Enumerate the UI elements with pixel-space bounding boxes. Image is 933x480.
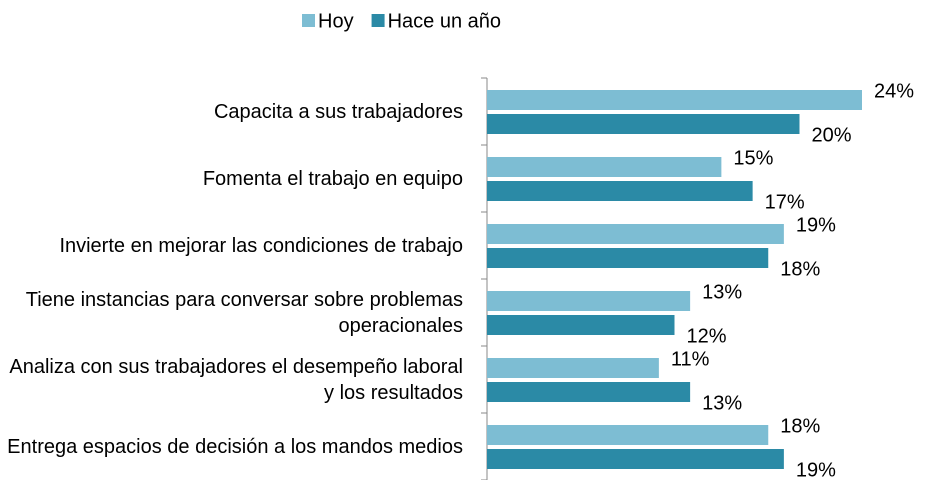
data-label: 11% bbox=[671, 348, 710, 370]
data-label: 17% bbox=[765, 191, 805, 213]
category-text: Entrega espacios de decisión a los mando… bbox=[7, 435, 463, 458]
category-text: Analiza con sus trabajadores el desempeñ… bbox=[9, 355, 463, 404]
data-label: 18% bbox=[780, 258, 820, 280]
category-text: Capacita a sus trabajadores bbox=[213, 100, 463, 123]
data-label: 24% bbox=[874, 80, 914, 102]
category-label: Capacita a sus trabajadores bbox=[0, 78, 463, 145]
category-text: Tiene instancias para conversar sobre pr… bbox=[25, 288, 463, 337]
category-text: Invierte en mejorar las condiciones de t… bbox=[59, 234, 463, 257]
bar bbox=[487, 315, 675, 335]
category-label: Entrega espacios de decisión a los mando… bbox=[0, 413, 463, 480]
category-label: Fomenta el trabajo en equipo bbox=[0, 145, 463, 212]
bar bbox=[487, 181, 753, 201]
bar bbox=[487, 382, 691, 402]
legend-swatch bbox=[371, 14, 385, 27]
bar bbox=[487, 114, 800, 134]
legend-swatch bbox=[302, 14, 315, 27]
bar bbox=[487, 425, 769, 445]
bar bbox=[487, 224, 784, 244]
bar bbox=[487, 157, 722, 177]
category-text: Fomenta el trabajo en equipo bbox=[202, 167, 463, 190]
bar bbox=[487, 358, 659, 378]
data-label: 19% bbox=[796, 214, 836, 236]
data-label: 12% bbox=[687, 325, 727, 347]
bar bbox=[487, 248, 769, 268]
category-label: Tiene instancias para conversar sobre pr… bbox=[0, 279, 463, 346]
data-label: 18% bbox=[780, 415, 820, 437]
data-label: 15% bbox=[733, 147, 773, 169]
category-label: Invierte en mejorar las condiciones de t… bbox=[0, 212, 463, 279]
data-label: 19% bbox=[796, 459, 836, 480]
legend-label: Hoy bbox=[318, 10, 354, 32]
data-label: 20% bbox=[812, 124, 852, 146]
data-label: 13% bbox=[702, 281, 742, 303]
bar bbox=[487, 90, 862, 110]
bar bbox=[487, 449, 784, 469]
bar bbox=[487, 291, 691, 311]
category-label: Analiza con sus trabajadores el desempeñ… bbox=[0, 346, 463, 413]
data-label: 13% bbox=[702, 392, 742, 414]
legend-label: Hace un año bbox=[388, 10, 501, 32]
